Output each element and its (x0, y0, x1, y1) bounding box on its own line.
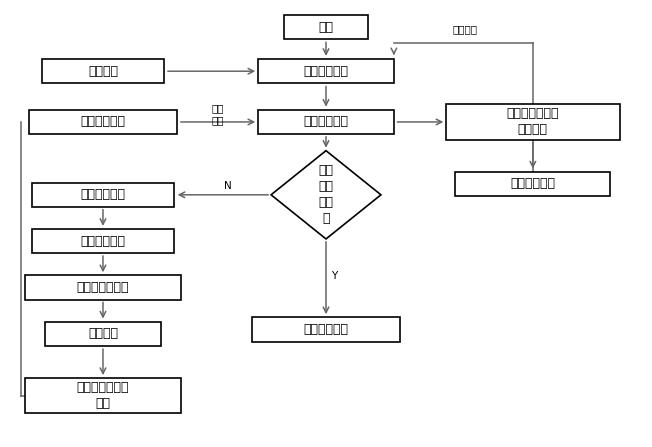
FancyBboxPatch shape (29, 110, 177, 134)
Text: 管网漏损率低: 管网漏损率低 (303, 323, 349, 336)
FancyBboxPatch shape (252, 317, 400, 342)
FancyBboxPatch shape (32, 183, 174, 207)
Text: 确定物联网设备
布设方案: 确定物联网设备 布设方案 (507, 107, 559, 136)
Text: 是否
和实
际相
符: 是否 和实 际相 符 (318, 164, 334, 225)
Text: 临时数据采集: 临时数据采集 (80, 115, 125, 128)
Text: 原始数据: 原始数据 (88, 65, 118, 78)
Text: 确定漏损区域: 确定漏损区域 (80, 188, 125, 201)
Text: 确定漏损位置和
漏量: 确定漏损位置和 漏量 (77, 381, 129, 410)
Text: 管网模型建设: 管网模型建设 (303, 65, 349, 78)
FancyBboxPatch shape (25, 275, 181, 299)
FancyBboxPatch shape (258, 59, 394, 83)
Polygon shape (271, 151, 381, 239)
Text: 开始: 开始 (318, 21, 334, 34)
Text: Y: Y (331, 271, 338, 282)
Text: 操作和临时测试: 操作和临时测试 (77, 281, 129, 294)
FancyBboxPatch shape (25, 378, 181, 413)
Text: 制定操作方案: 制定操作方案 (80, 235, 125, 248)
Text: 更新数据: 更新数据 (452, 25, 477, 34)
FancyBboxPatch shape (32, 229, 174, 253)
Text: 模拟分析: 模拟分析 (88, 327, 118, 340)
FancyBboxPatch shape (455, 172, 610, 196)
FancyBboxPatch shape (445, 104, 620, 139)
Text: 现场数据采集: 现场数据采集 (511, 177, 556, 190)
FancyBboxPatch shape (45, 322, 161, 346)
FancyBboxPatch shape (258, 110, 394, 134)
FancyBboxPatch shape (42, 59, 164, 83)
FancyBboxPatch shape (284, 15, 368, 39)
Text: N: N (224, 181, 231, 191)
Text: 管网模型校验: 管网模型校验 (303, 115, 349, 128)
Text: 更新
数据: 更新 数据 (212, 103, 224, 125)
